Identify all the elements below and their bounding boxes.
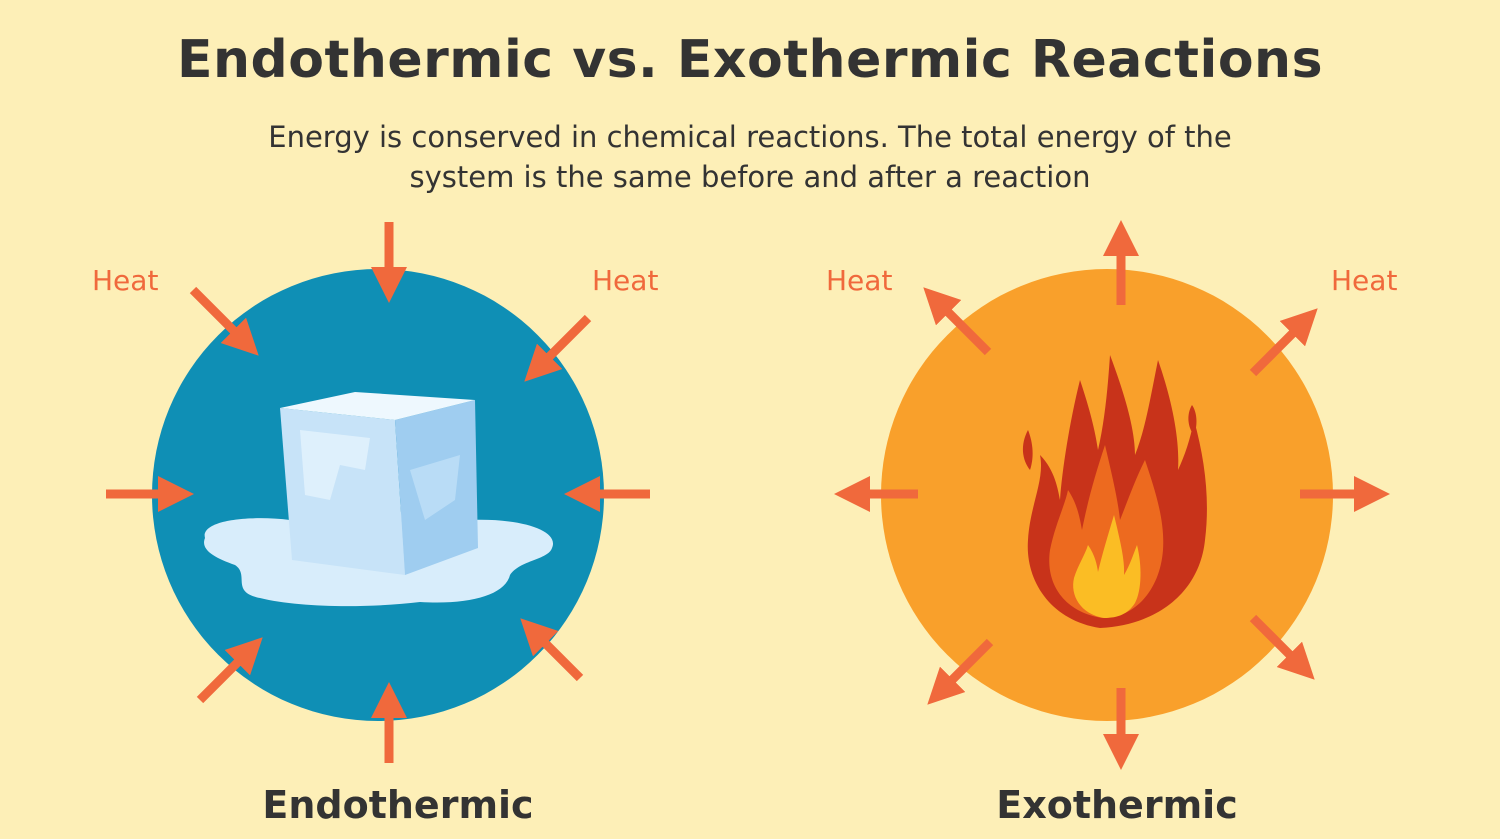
exothermic-panel: [834, 220, 1390, 770]
heat-out-arrow-bottom-right: [1249, 614, 1315, 680]
exothermic-label: Exothermic: [996, 783, 1238, 827]
page-subtitle: Energy is conserved in chemical reaction…: [200, 117, 1300, 197]
heat-in-arrow-bottom-left: [196, 637, 263, 704]
flame-spark-right: [1188, 405, 1197, 435]
ice-cube-top-face: [280, 392, 475, 420]
flame-icon: [1022, 355, 1207, 628]
ice-cube-shadow-streak: [410, 455, 460, 520]
exothermic-arrows: [834, 220, 1390, 770]
endothermic-heat-label-right: Heat: [592, 264, 659, 297]
endothermic-arrows: [106, 222, 650, 763]
subtitle-line-1: Energy is conserved in chemical reaction…: [268, 120, 1232, 154]
heat-out-arrow-top-left: [923, 287, 992, 356]
ice-cube-left-face: [280, 408, 405, 575]
flame-inner: [1073, 515, 1141, 618]
heat-in-arrow-bottom-right: [520, 618, 584, 682]
endothermic-label: Endothermic: [262, 783, 534, 827]
page-title: Endothermic vs. Exothermic Reactions: [176, 30, 1324, 90]
melting-ice-cube-icon: [204, 392, 554, 607]
flame-spark-left: [1022, 430, 1033, 470]
exothermic-heat-label-right: Heat: [1331, 264, 1398, 297]
heat-out-arrow-top-right: [1249, 308, 1318, 377]
subtitle-line-2: system is the same before and after a re…: [409, 160, 1091, 194]
heat-out-arrow-bottom-left: [927, 638, 994, 705]
heat-in-arrow-top-right: [524, 314, 592, 382]
ice-cube-highlight: [300, 430, 370, 500]
endothermic-panel: [106, 222, 650, 763]
exothermic-heat-label-left: Heat: [826, 264, 893, 297]
endothermic-heat-label-left: Heat: [92, 264, 159, 297]
heat-in-arrow-top-left: [189, 286, 259, 356]
